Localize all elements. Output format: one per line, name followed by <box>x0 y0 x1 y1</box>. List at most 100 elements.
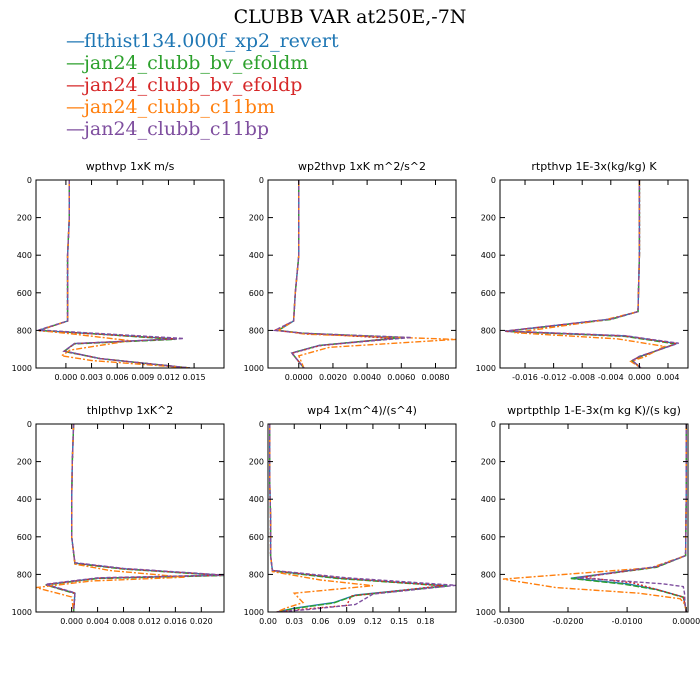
series-line <box>570 424 687 612</box>
x-tick-label: 0.016 <box>164 617 187 626</box>
y-tick-label: 600 <box>17 533 32 542</box>
x-tick-label: 0.00 <box>259 617 277 626</box>
x-tick-label: 0.003 <box>80 373 103 382</box>
x-tick-label: 0.000 <box>54 373 77 382</box>
plot-frame <box>35 423 225 613</box>
y-tick-label: 800 <box>17 570 32 579</box>
panel-title: wprtpthlp 1-E-3x(m kg K)/(s kg) <box>507 404 681 417</box>
legend-label: jan24_clubb_bv_efoldm <box>84 52 309 74</box>
series-line <box>504 180 677 368</box>
legend-dash-icon: — <box>66 52 85 74</box>
y-tick-label: 200 <box>17 214 32 223</box>
plot-frame <box>499 423 689 613</box>
y-tick-label: 400 <box>481 495 496 504</box>
y-tick-label: 400 <box>17 495 32 504</box>
series-line <box>582 424 687 612</box>
panel-title: wp4 1x(m^4)/(s^4) <box>307 404 417 417</box>
y-tick-label: 800 <box>481 570 496 579</box>
panel-6: wprtpthlp 1-E-3x(m kg K)/(s kg) 0 200 400 60… <box>476 404 700 626</box>
y-tick-label: 0 <box>27 176 32 185</box>
y-tick-label: 1000 <box>12 608 32 617</box>
legend-label: jan24_clubb_c11bm <box>84 96 275 118</box>
legend-dash-icon: — <box>66 30 85 52</box>
panel-title: rtpthvp 1E-3x(kg/kg) K <box>531 160 657 173</box>
y-tick-label: 800 <box>249 326 264 335</box>
panel-title: wp2thvp 1xK m^2/s^2 <box>298 160 426 173</box>
panel-3: rtpthvp 1E-3x(kg/kg) K 0 200 400 600 800 1000 -… <box>476 160 689 382</box>
y-tick-label: 400 <box>249 251 264 260</box>
legend: —flthist134.000f_xp2_revert —jan24_clubb_… <box>66 30 339 140</box>
legend-label: flthist134.000f_xp2_revert <box>84 30 339 52</box>
plot-frame <box>499 179 689 369</box>
x-tick-label: 0.06 <box>312 617 330 626</box>
legend-label: jan24_clubb_c11bp <box>84 118 270 140</box>
series-line <box>276 180 405 368</box>
chart-title: CLUBB VAR at250E,-7N <box>233 6 467 28</box>
x-tick-label: 0.008 <box>112 617 135 626</box>
y-tick-label: 0 <box>491 420 496 429</box>
y-tick-label: 600 <box>249 289 264 298</box>
x-tick-label: 0.000 <box>628 373 651 382</box>
x-tick-label: 0.000 <box>60 617 83 626</box>
y-tick-label: 600 <box>481 289 496 298</box>
legend-entry: —jan24_clubb_c11bm <box>66 96 339 118</box>
x-tick-label: 0.012 <box>157 373 180 382</box>
y-tick-label: 600 <box>17 289 32 298</box>
x-tick-label: 0.006 <box>106 373 129 382</box>
series-line <box>504 180 679 368</box>
x-tick-label: 0.03 <box>285 617 303 626</box>
y-tick-label: 0 <box>259 176 264 185</box>
y-tick-label: 1000 <box>476 608 496 617</box>
y-tick-label: 800 <box>249 570 264 579</box>
series-line <box>272 180 412 368</box>
x-tick-label: 0.12 <box>364 617 382 626</box>
y-tick-label: 200 <box>249 458 264 467</box>
x-tick-label: 0.004 <box>657 373 680 382</box>
legend-label: jan24_clubb_bv_efoldp <box>84 74 303 96</box>
series-line <box>514 180 667 368</box>
x-tick-label: 0.0000 <box>672 617 700 626</box>
x-tick-label: 0.09 <box>338 617 356 626</box>
y-tick-label: 1000 <box>244 608 264 617</box>
legend-dash-icon: — <box>66 118 85 140</box>
x-tick-label: 0.004 <box>86 617 109 626</box>
x-tick-label: 0.009 <box>131 373 154 382</box>
series-line <box>269 424 448 612</box>
y-tick-label: 0 <box>27 420 32 429</box>
plot-frame <box>267 179 457 369</box>
x-tick-label: 0.0060 <box>387 373 415 382</box>
x-tick-label: 0.18 <box>416 617 434 626</box>
x-tick-label: -0.0200 <box>553 617 584 626</box>
series-line <box>269 424 373 612</box>
y-tick-label: 0 <box>259 420 264 429</box>
panel-title: wpthvp 1xK m/s <box>86 160 175 173</box>
x-tick-label: 0.020 <box>190 617 213 626</box>
legend-entry: —jan24_clubb_bv_efoldp <box>66 74 339 96</box>
y-tick-label: 600 <box>481 533 496 542</box>
y-tick-label: 200 <box>249 214 264 223</box>
x-tick-label: -0.0300 <box>493 617 524 626</box>
y-tick-label: 200 <box>17 458 32 467</box>
legend-entry: —flthist134.000f_xp2_revert <box>66 30 339 52</box>
legend-dash-icon: — <box>66 74 85 96</box>
legend-dash-icon: — <box>66 96 85 118</box>
x-tick-label: 0.015 <box>183 373 206 382</box>
y-tick-label: 400 <box>481 251 496 260</box>
y-tick-label: 600 <box>249 533 264 542</box>
x-tick-label: 0.0000 <box>285 373 313 382</box>
series-line <box>276 180 456 368</box>
series-line <box>570 424 687 612</box>
series-line <box>45 424 224 612</box>
panel-2: wp2thvp 1xK m^2/s^2 0 200 400 600 800 1000 0.00… <box>244 160 457 382</box>
x-tick-label: -0.008 <box>569 373 595 382</box>
x-tick-label: 0.0020 <box>319 373 347 382</box>
plot-frame <box>267 423 457 613</box>
y-tick-label: 1000 <box>476 364 496 373</box>
legend-entry: —jan24_clubb_c11bp <box>66 118 339 140</box>
series-line <box>576 424 687 612</box>
x-tick-label: -0.016 <box>512 373 538 382</box>
y-tick-label: 1000 <box>244 364 264 373</box>
y-tick-label: 1000 <box>12 364 32 373</box>
